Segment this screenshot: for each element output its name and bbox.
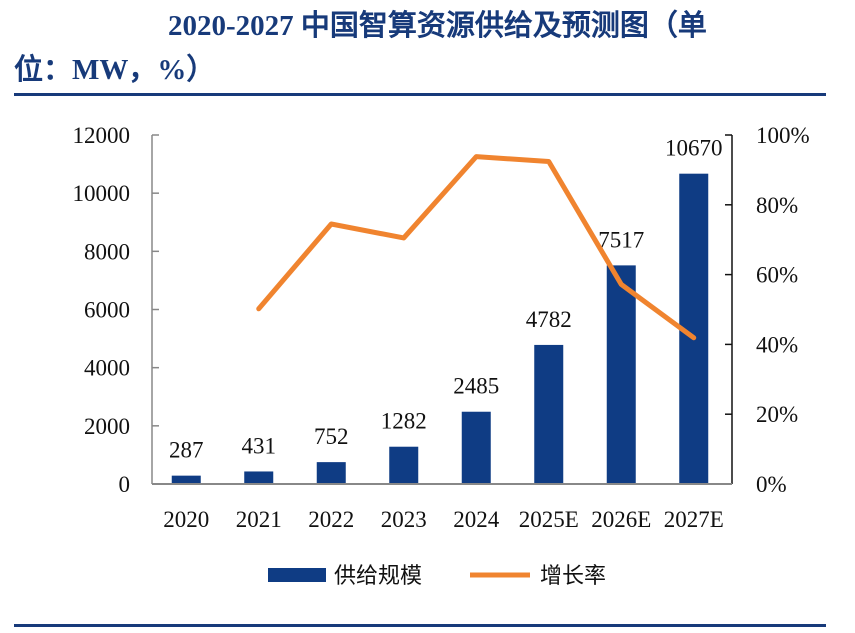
bar <box>244 471 274 484</box>
legend-label-line: 增长率 <box>540 563 606 588</box>
bar <box>316 462 346 484</box>
bar-data-label: 10670 <box>665 136 723 161</box>
bar-data-label: 431 <box>242 433 277 458</box>
right-tick-label: 0% <box>756 472 787 497</box>
left-tick-label: 6000 <box>84 298 130 323</box>
x-tick-label: 2025E <box>519 507 579 532</box>
top-rule <box>14 93 826 96</box>
right-tick-label: 100% <box>756 123 810 148</box>
x-tick-label: 2024 <box>453 507 500 532</box>
bar <box>534 344 564 484</box>
bar <box>171 475 201 484</box>
left-tick-label: 0 <box>119 472 131 497</box>
x-tick-label: 2022 <box>308 507 354 532</box>
x-tick-label: 2020 <box>163 507 209 532</box>
chart-title-line2: 位：MW，%） <box>14 54 216 86</box>
x-tick-label: 2026E <box>591 507 651 532</box>
right-tick-label: 40% <box>756 332 798 357</box>
x-tick-label: 2023 <box>381 507 427 532</box>
bar-data-label: 752 <box>314 424 349 449</box>
legend-label-bar: 供给规模 <box>334 563 422 588</box>
bottom-rule <box>14 624 826 627</box>
bar-data-label: 7517 <box>598 227 644 252</box>
bar-data-label: 2485 <box>453 374 499 399</box>
bar <box>461 411 491 484</box>
bar-data-label: 4782 <box>526 307 572 332</box>
left-tick-label: 8000 <box>84 239 130 264</box>
x-tick-label: 2021 <box>236 507 282 532</box>
bar <box>389 446 419 484</box>
bar-data-label: 287 <box>169 438 204 463</box>
bar-data-label: 1282 <box>381 409 427 434</box>
bar <box>606 265 636 484</box>
x-tick-label: 2027E <box>664 507 724 532</box>
left-tick-label: 2000 <box>84 414 130 439</box>
left-tick-label: 12000 <box>73 123 131 148</box>
left-tick-label: 10000 <box>73 181 131 206</box>
legend-swatch-bar <box>268 568 326 582</box>
right-tick-label: 60% <box>756 263 798 288</box>
right-tick-label: 20% <box>756 402 798 427</box>
chart-title-line1: 2020-2027 中国智算资源供给及预测图（单 <box>168 10 707 42</box>
left-tick-label: 4000 <box>84 356 130 381</box>
right-tick-label: 80% <box>756 193 798 218</box>
